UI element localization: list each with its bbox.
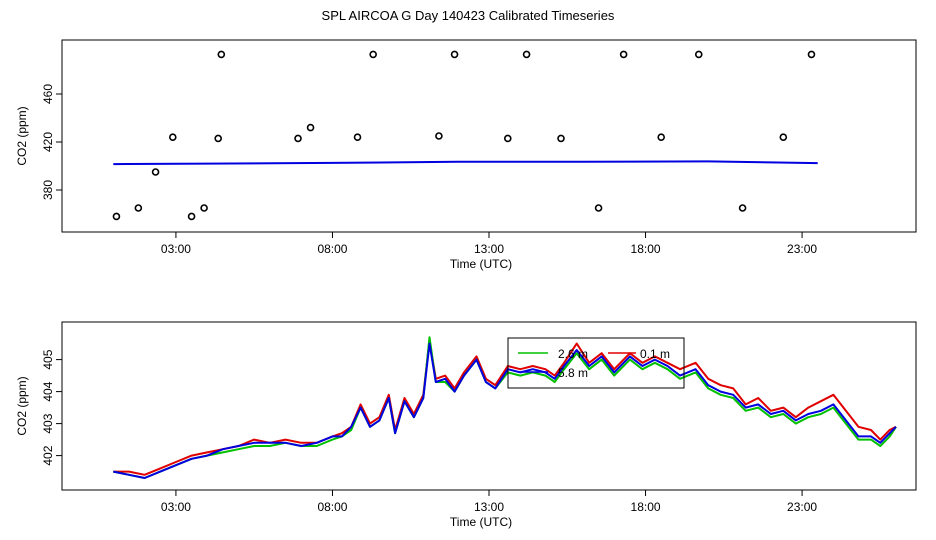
panel-2-ytick-label: 405 <box>41 349 55 369</box>
panel-1-point <box>435 132 443 140</box>
panel-1-xtick-label: 18:00 <box>631 242 661 256</box>
panel-1-point <box>200 204 208 212</box>
panel-2-xtick-label: 08:00 <box>317 500 347 514</box>
panel-2-xtick-label: 13:00 <box>474 500 504 514</box>
panel-1-point <box>557 134 565 143</box>
panel-1-xtick-label: 03:00 <box>161 242 191 256</box>
panel-1-xtick-label: 23:00 <box>787 242 817 256</box>
panel-1-point <box>112 212 121 221</box>
legend-label-2: 0.1 m <box>640 347 670 361</box>
panel-2-series-line-2 <box>113 336 897 479</box>
panel-1-point <box>187 212 196 221</box>
panel-1-point <box>306 123 315 132</box>
panel-1-point <box>779 133 788 141</box>
panel-1-point <box>657 133 665 141</box>
panel-2-series-line-1 <box>113 339 897 476</box>
panel-2-xtick-label: 18:00 <box>631 500 661 514</box>
legend-label-3: 5.8 m <box>558 366 588 380</box>
legend-box <box>507 337 685 389</box>
panel-2-xtick-label: 03:00 <box>161 500 191 514</box>
panel-1-point <box>738 204 747 212</box>
panel-1-series-line-1 <box>113 160 818 166</box>
panel-1-point <box>369 50 377 59</box>
panel-2-xtick-label: 23:00 <box>787 500 817 514</box>
panel-1-point <box>168 133 177 141</box>
panel-2-frame <box>61 321 917 491</box>
panel-1-point <box>503 134 512 143</box>
panel-1-point <box>134 204 143 212</box>
panel-2-ylabel: CO2 (ppm) <box>15 376 29 435</box>
panel-1-point <box>353 133 362 141</box>
panel-1-xtick-label: 13:00 <box>474 242 504 256</box>
panel-1-xtick-label: 08:00 <box>317 242 347 256</box>
panel-1-point <box>694 50 703 59</box>
panel-1-point <box>217 50 226 59</box>
panel-1-xlabel: Time (UTC) <box>450 257 512 271</box>
panel-1-ytick-label: 420 <box>41 132 55 152</box>
panel-1-point <box>619 50 628 59</box>
panel-1-ylabel: CO2 (ppm) <box>15 106 29 165</box>
legend-label-1: 2.6 m <box>558 347 588 361</box>
panel-2-ytick-label: 403 <box>41 413 55 433</box>
panel-1-point <box>594 204 603 212</box>
panel-1-ytick-label: 380 <box>41 180 55 200</box>
panel-1-frame <box>61 39 917 233</box>
panel-2-ytick-label: 402 <box>41 445 55 465</box>
panel-1-ytick-label: 460 <box>41 84 55 104</box>
chart-title: SPL AIRCOA G Day 140423 Calibrated Times… <box>321 8 615 23</box>
panel-1-point <box>151 168 160 176</box>
panel-2-ytick-label: 404 <box>41 381 55 401</box>
panel-1-point <box>294 134 302 143</box>
panel-1-point <box>450 50 459 59</box>
panel-1-point <box>214 134 222 143</box>
panel-1-point <box>522 50 531 59</box>
panel-1-point <box>807 50 816 59</box>
panel-2-series-line-3 <box>113 342 897 479</box>
panel-2-xlabel: Time (UTC) <box>450 515 512 529</box>
